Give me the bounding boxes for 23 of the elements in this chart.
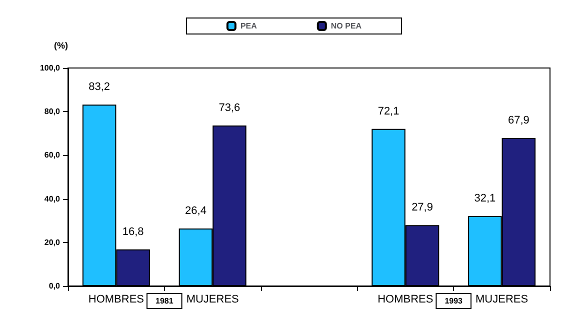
text: 1981: [156, 296, 174, 306]
data-label: 72,1: [378, 105, 400, 118]
legend-label: PEA: [240, 22, 258, 30]
y-tick-label: 0,0: [48, 282, 61, 290]
legend-label: NO PEA: [330, 22, 362, 30]
data-label: 83,2: [88, 81, 110, 94]
y-tick-label: 20,0: [44, 238, 61, 247]
data-label: 26,4: [185, 204, 206, 217]
x-tick-label: MUJERES: [186, 294, 239, 306]
y-tick-label: 60,0: [44, 150, 61, 160]
y-tick-label: 40,0: [44, 194, 61, 204]
data-label: 67,9: [508, 114, 530, 126]
y-tick-label: 100,0: [40, 64, 61, 72]
y-axis-title: (%): [54, 40, 68, 50]
data-label: 32,1: [474, 192, 496, 205]
y-tick-label: 80,0: [44, 107, 61, 116]
data-label: 73,6: [218, 102, 240, 114]
x-tick-label: HOMBRES: [88, 294, 144, 306]
data-label: 27,9: [412, 202, 433, 214]
x-tick-label: MUJERES: [476, 294, 528, 306]
data-label: 16,8: [122, 226, 144, 238]
x-tick-label: HOMBRES: [378, 294, 434, 306]
text: 1993: [444, 296, 464, 306]
